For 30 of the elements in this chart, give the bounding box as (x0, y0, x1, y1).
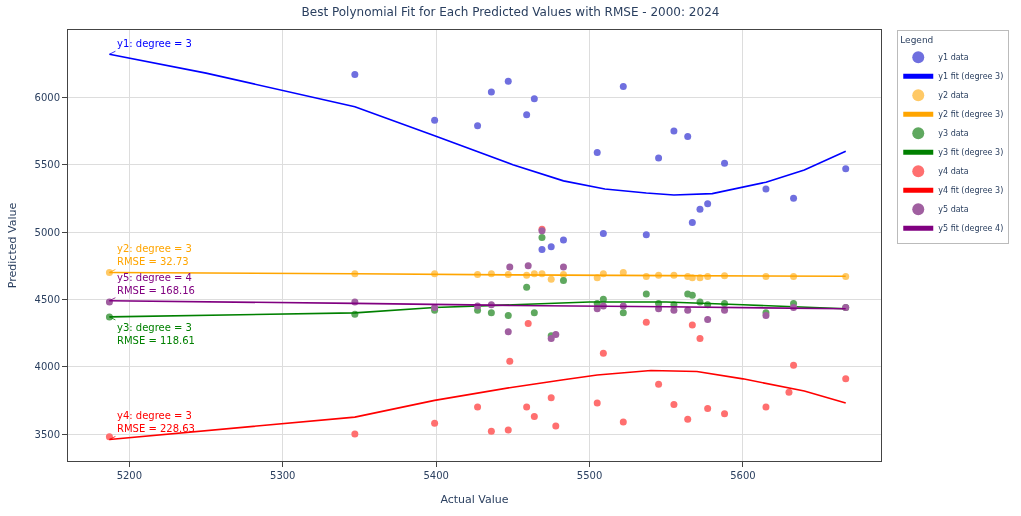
x-axis-title: Actual Value (440, 493, 509, 507)
y-tick-label: 5500 (34, 159, 60, 171)
annotation: y5: degree = 4 RMSE = 168.16 (117, 272, 195, 296)
y-tick-label: 4500 (34, 293, 60, 305)
legend-label: y4 data (938, 167, 969, 177)
y-tick-label: 3500 (34, 428, 60, 440)
legend-label: y5 data (938, 205, 969, 215)
legend-label: y3 data (938, 129, 969, 139)
y-tick-label: 4000 (34, 361, 60, 373)
y-tick-label: 6000 (34, 91, 60, 103)
legend-label: y2 fit (degree 3) (938, 110, 1004, 120)
legend-label: y1 data (938, 53, 969, 63)
x-tick-label: 5500 (576, 470, 603, 481)
y-tick-label: 5000 (34, 226, 60, 238)
legend-label: y2 data (938, 91, 969, 101)
annotation: y2: degree = 3 RMSE = 32.73 (117, 243, 192, 267)
annotation: y3: degree = 3 RMSE = 118.61 (117, 322, 195, 346)
chart-title: Best Polynomial Fit for Each Predicted Values with RMSE - 2000: 2024 (301, 5, 720, 20)
annotation: y1: degree = 3 (117, 38, 192, 49)
legend-title: Legend (900, 34, 934, 45)
x-tick-label: 5600 (730, 470, 756, 481)
legend-label: y1 fit (degree 3) (938, 72, 1004, 82)
legend-label: y5 fit (degree 4) (938, 224, 1004, 234)
annotation: y4: degree = 3 RMSE = 228.63 (117, 410, 195, 434)
legend-label: y4 fit (degree 3) (938, 186, 1004, 196)
x-tick-label: 5400 (423, 470, 449, 481)
x-tick-label: 5300 (270, 470, 296, 481)
legend-label: y3 fit (degree 3) (938, 148, 1004, 158)
x-tick-label: 5200 (116, 470, 143, 481)
y-axis-title: Predicted Value (6, 202, 20, 289)
